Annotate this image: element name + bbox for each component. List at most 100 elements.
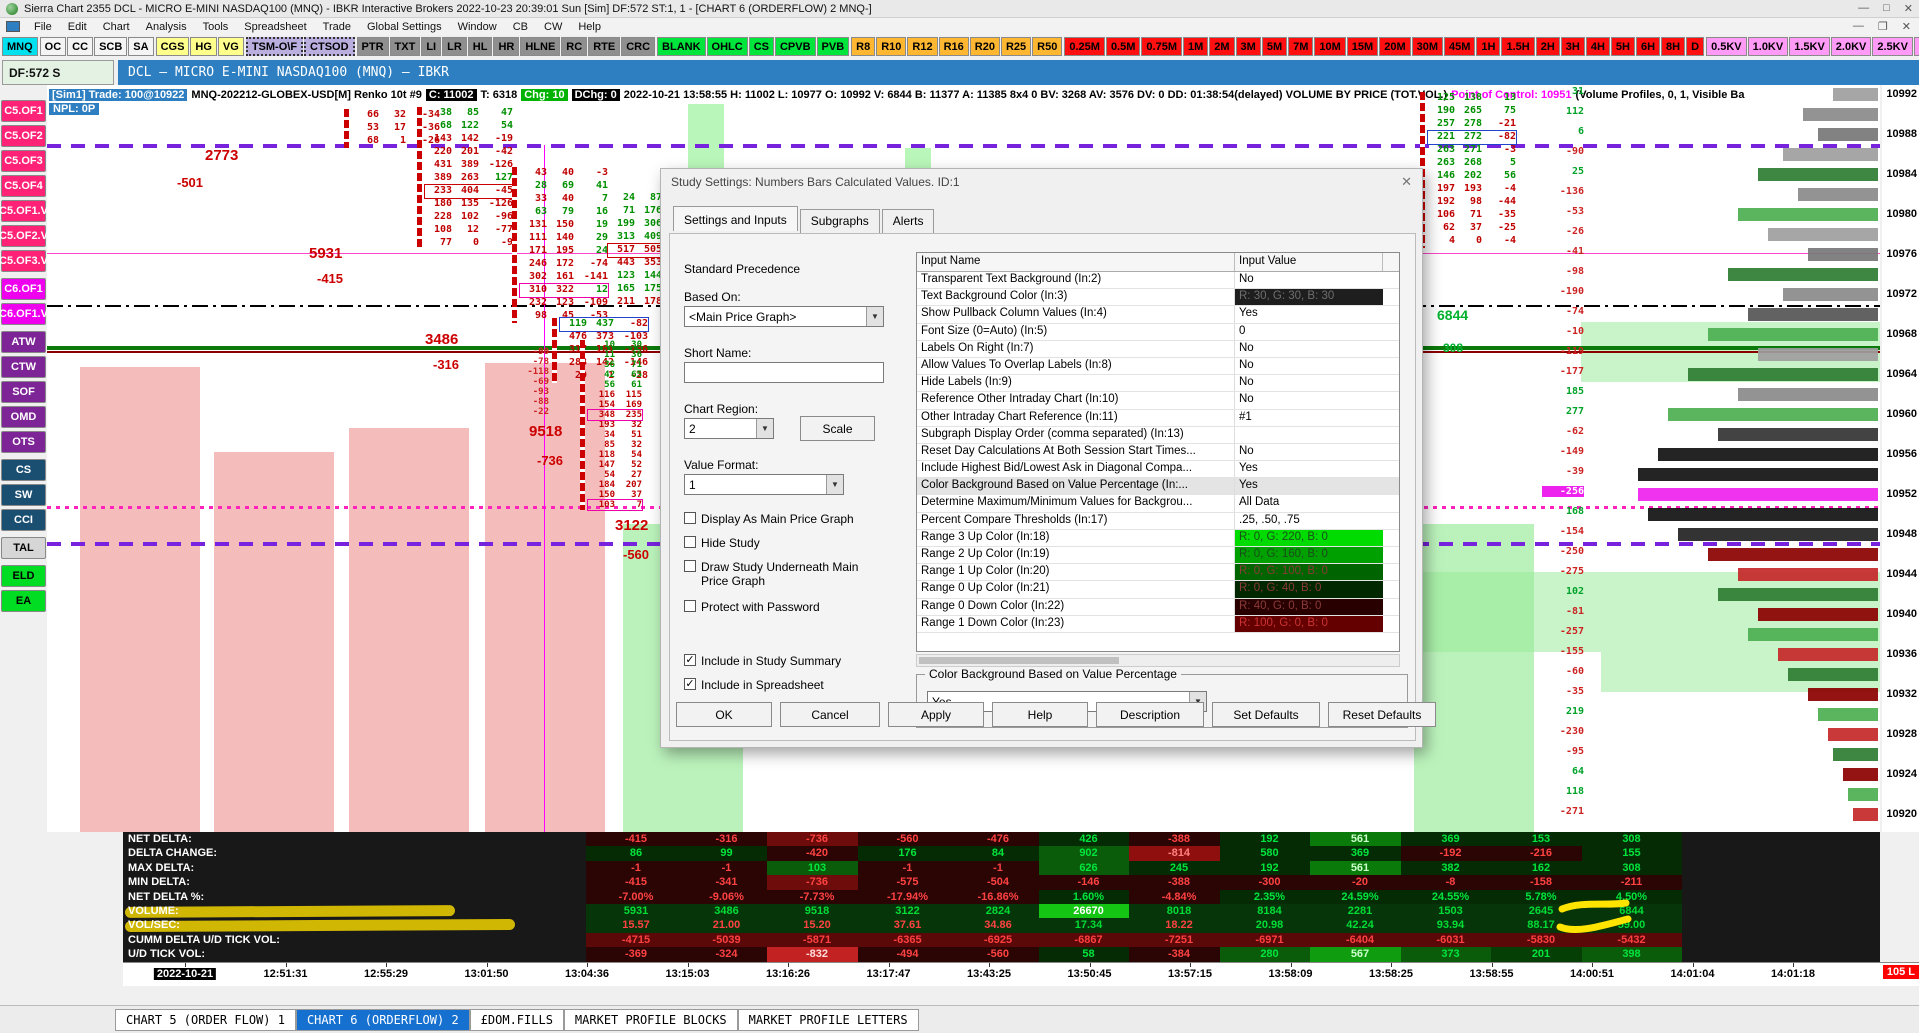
toolbar-button-0-5kv[interactable]: 0.5KV xyxy=(1706,37,1747,56)
toolbar-button-vg[interactable]: VG xyxy=(217,37,244,56)
menu-item-window[interactable]: Window xyxy=(457,20,497,33)
toolbar-button-cs[interactable]: CS xyxy=(748,37,774,56)
toolbar-button-20m[interactable]: 20M xyxy=(1379,37,1411,56)
time-axis[interactable]: 2022-10-21 12:51:31 12:55:29 13:01:50 13:04:… xyxy=(123,962,1919,986)
study-button-sw[interactable]: SW xyxy=(1,484,46,506)
toolbar-button-cgs[interactable]: CGS xyxy=(155,37,190,56)
menu-item-analysis[interactable]: Analysis xyxy=(145,20,187,33)
toolbar-button-oc[interactable]: OC xyxy=(39,37,67,56)
reset-defaults-button[interactable]: Reset Defaults xyxy=(1328,702,1436,727)
menu-item-cb[interactable]: CB xyxy=(512,20,528,33)
toolbar-button-2-0kv[interactable]: 2.0KV xyxy=(1830,37,1872,56)
toolbar-button-li[interactable]: LI xyxy=(421,37,442,56)
price-scale[interactable]: 10992 10988 10984 10980 10976 10972 10968 10964… xyxy=(1882,85,1919,832)
checkbox-display-as-main-price-graph[interactable]: Display As Main Price Graph xyxy=(684,512,874,526)
toolbar-button-tsm-o-f[interactable]: TSM-O\F xyxy=(245,37,304,56)
inputs-table-row[interactable]: Labels On Right (In:7) No xyxy=(917,340,1399,358)
child-restore-icon[interactable]: ❐ xyxy=(1877,21,1888,33)
menu-item-trade[interactable]: Trade xyxy=(322,20,351,33)
toolbar-button-10m[interactable]: 10M xyxy=(1314,37,1346,56)
toolbar-button-d[interactable]: D xyxy=(1686,37,1705,56)
inputs-table-row[interactable]: Text Background Color (In:3) R: 30, G: 30… xyxy=(917,289,1399,307)
toolbar-button-5h[interactable]: 5H xyxy=(1610,37,1635,56)
study-button-tal[interactable]: TAL xyxy=(1,537,46,559)
toolbar-button-rc[interactable]: RC xyxy=(561,37,588,56)
dialog-close-icon[interactable]: ✕ xyxy=(1401,174,1412,189)
inputs-table-row[interactable]: Determine Maximum/Minimum Values for Bac… xyxy=(917,495,1399,513)
toolbar-button-scb[interactable]: SCB xyxy=(94,37,128,56)
dialog-title-bar[interactable]: Study Settings: Numbers Bars Calculated … xyxy=(661,169,1422,195)
study-button-cs[interactable]: CS xyxy=(1,459,46,481)
toolbar-button-4h[interactable]: 4H xyxy=(1585,37,1610,56)
inputs-table-row[interactable]: Percent Compare Thresholds (In:17) .25, .… xyxy=(917,512,1399,530)
study-button-ea[interactable]: EA xyxy=(1,590,46,612)
menu-item-spreadsheet[interactable]: Spreadsheet xyxy=(244,20,307,33)
study-button-c5-of1[interactable]: C5.OF1 xyxy=(1,100,46,122)
toolbar-button-ctsod[interactable]: CTSOD xyxy=(304,37,355,56)
study-button-c6-of1[interactable]: C6.OF1 xyxy=(1,278,46,300)
inputs-table-row[interactable]: Range 0 Up Color (In:21) R: 0, G: 40, B: … xyxy=(917,581,1399,599)
toolbar-button-5m[interactable]: 5M xyxy=(1261,37,1288,56)
toolbar-button-ohlc[interactable]: OHLC xyxy=(706,37,748,56)
study-button-cci[interactable]: CCI xyxy=(1,509,46,531)
study-button-ots[interactable]: OTS xyxy=(1,431,46,453)
child-close-icon[interactable]: ✕ xyxy=(1901,21,1911,33)
inputs-table-row[interactable]: Show Pullback Column Values (In:4) Yes xyxy=(917,306,1399,324)
scale-button[interactable]: Scale xyxy=(800,416,875,441)
toolbar-button-2h[interactable]: 2H xyxy=(1535,37,1560,56)
checkbox-include-in-spreadsheet[interactable]: ✓ Include in Spreadsheet xyxy=(684,678,824,692)
study-button-c5-of1-v[interactable]: C5.OF1.V xyxy=(0,200,48,222)
inputs-table-row[interactable]: Range 1 Up Color (In:20) R: 0, G: 100, B:… xyxy=(917,564,1399,582)
chart-tab-4[interactable]: MARKET PROFILE BLOCKS xyxy=(563,1008,738,1031)
checkbox-draw-study-underneath-main-price-graph[interactable]: Draw Study Underneath Main Price Graph xyxy=(684,560,874,588)
inputs-table-row[interactable]: Reference Other Intraday Chart (In:10) No xyxy=(917,392,1399,410)
short-name-input[interactable] xyxy=(684,362,884,383)
checkbox-hide-study[interactable]: Hide Study xyxy=(684,536,874,550)
study-button-c5-of3-v[interactable]: C5.OF3.V xyxy=(0,250,48,272)
chart-region-select[interactable]: 2 ▼ xyxy=(684,418,774,439)
menu-item-chart[interactable]: Chart xyxy=(102,20,130,33)
study-button-c5-of2[interactable]: C5.OF2 xyxy=(1,125,46,147)
inputs-table-row[interactable]: Include Highest Bid/Lowest Ask in Diagon… xyxy=(917,461,1399,479)
toolbar-button-crc[interactable]: CRC xyxy=(621,37,656,56)
inputs-table-row[interactable]: Range 3 Up Color (In:18) R: 0, G: 220, B:… xyxy=(917,529,1399,547)
df-status-button[interactable]: DF:572 S xyxy=(2,60,114,85)
ok-button[interactable]: OK xyxy=(676,702,772,727)
toolbar-button-rte[interactable]: RTE xyxy=(588,37,621,56)
toolbar-button-r50[interactable]: R50 xyxy=(1032,37,1063,56)
set-defaults-button[interactable]: Set Defaults xyxy=(1212,702,1320,727)
child-minimize-icon[interactable]: — xyxy=(1852,20,1864,32)
toolbar-button-hlne[interactable]: HLNE xyxy=(520,37,561,56)
toolbar-button-6h[interactable]: 6H xyxy=(1635,37,1661,56)
study-button-atw[interactable]: ATW xyxy=(1,331,46,353)
inputs-table-row[interactable]: Color Background Based on Value Percenta… xyxy=(917,478,1399,496)
inputs-table-row[interactable]: Font Size (0=Auto) (In:5) 0 xyxy=(917,323,1399,341)
study-button-c5-of3[interactable]: C5.OF3 xyxy=(1,150,46,172)
inputs-table-row[interactable]: Transparent Text Background (In:2) No xyxy=(917,272,1399,290)
toolbar-button-hg[interactable]: HG xyxy=(190,37,217,56)
chart-tab-3[interactable]: £DOM.FILLS xyxy=(469,1008,564,1031)
toolbar-button-hr[interactable]: HR xyxy=(493,37,520,56)
menu-item-help[interactable]: Help xyxy=(578,20,601,33)
toolbar-button-0-25m[interactable]: 0.25M xyxy=(1064,37,1105,56)
toolbar-button-3h[interactable]: 3H xyxy=(1560,37,1585,56)
menu-item-cw[interactable]: CW xyxy=(544,20,563,33)
toolbar-button-45m[interactable]: 45M xyxy=(1444,37,1476,56)
based-on-select[interactable]: <Main Price Graph> ▼ xyxy=(684,306,884,327)
value-format-select[interactable]: 1 ▼ xyxy=(684,474,844,495)
cancel-button[interactable]: Cancel xyxy=(780,702,880,727)
toolbar-button-8h[interactable]: 8H xyxy=(1661,37,1686,56)
toolbar-button-2-5kv[interactable]: 2.5KV xyxy=(1872,37,1913,56)
toolbar-button-txt[interactable]: TXT xyxy=(389,37,421,56)
inputs-table-row[interactable]: Reset Day Calculations At Both Session S… xyxy=(917,443,1399,462)
toolbar-button-r25[interactable]: R25 xyxy=(1000,37,1032,56)
description-button[interactable]: Description xyxy=(1096,702,1204,727)
chart-tab-1[interactable]: CHART 5 (ORDER FLOW) 1 xyxy=(115,1008,296,1031)
toolbar-button-0-75m[interactable]: 0.75M xyxy=(1141,37,1182,56)
toolbar-button-0-5m[interactable]: 0.5M xyxy=(1105,37,1141,56)
toolbar-button-ptr[interactable]: PTR xyxy=(356,37,389,56)
toolbar-button-3m[interactable]: 3M xyxy=(1235,37,1261,56)
toolbar-button-1h[interactable]: 1H xyxy=(1476,37,1501,56)
maximize-icon[interactable]: □ xyxy=(1883,2,1890,14)
toolbar-button-r12[interactable]: R12 xyxy=(907,37,938,56)
